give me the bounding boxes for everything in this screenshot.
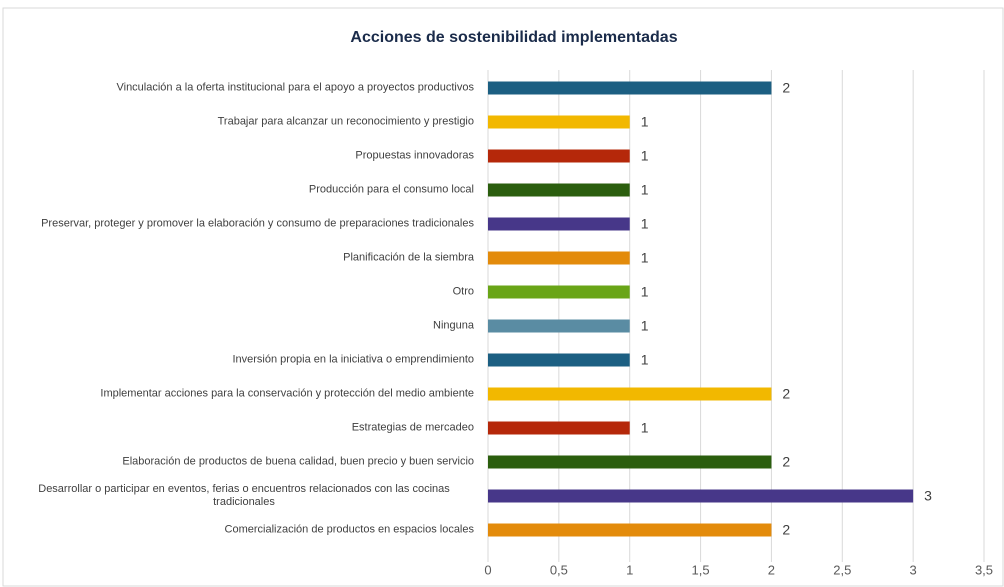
- x-tick-label: 3,5: [975, 562, 993, 577]
- data-label: 2: [782, 522, 790, 538]
- chart-title: Acciones de sostenibilidad implementadas: [350, 29, 677, 46]
- bar: [488, 149, 630, 163]
- bar: [488, 217, 630, 231]
- x-tick-label: 1: [626, 562, 633, 577]
- x-tick-label: 2,5: [833, 562, 851, 577]
- bar: [488, 285, 630, 299]
- data-label: 3: [924, 488, 932, 504]
- y-tick-label: Producción para el consumo local: [308, 183, 474, 196]
- data-label: 2: [782, 80, 790, 96]
- bar: [488, 489, 914, 503]
- y-tick-label: Otro: [452, 285, 474, 298]
- data-label: 1: [641, 352, 649, 368]
- bar: [488, 183, 630, 197]
- data-label: 1: [641, 182, 649, 198]
- y-tick-label: Propuestas innovadoras: [355, 149, 474, 162]
- bar: [488, 353, 630, 367]
- data-label: 1: [641, 216, 649, 232]
- bar: [488, 81, 772, 95]
- data-label: 1: [641, 318, 649, 334]
- y-tick-label: Planificación de la siembra: [343, 251, 474, 264]
- bar: [488, 455, 772, 469]
- y-tick-label: Desarrollar o participar en eventos, fer…: [38, 483, 450, 508]
- data-label: 1: [641, 420, 649, 436]
- bar: [488, 319, 630, 333]
- data-label: 2: [782, 454, 790, 470]
- bar: [488, 251, 630, 265]
- y-tick-label: Vinculación a la oferta institucional pa…: [116, 81, 474, 94]
- bar: [488, 523, 772, 537]
- y-tick-label: Elaboración de productos de buena calida…: [122, 455, 474, 468]
- x-tick-label: 0: [484, 562, 491, 577]
- x-tick-label: 1,5: [692, 562, 710, 577]
- bar: [488, 421, 630, 435]
- data-label: 1: [641, 284, 649, 300]
- bar: [488, 387, 772, 401]
- data-label: 2: [782, 386, 790, 402]
- y-tick-label: Inversión propia en la iniciativa o empr…: [232, 353, 474, 366]
- x-tick-label: 2: [768, 562, 775, 577]
- x-tick-label: 3: [910, 562, 917, 577]
- data-label: 1: [641, 250, 649, 266]
- x-tick-label: 0,5: [550, 562, 568, 577]
- y-tick-label: Preservar, proteger y promover la elabor…: [41, 217, 474, 230]
- data-label: 1: [641, 114, 649, 130]
- data-label: 1: [641, 148, 649, 164]
- y-tick-label: Ninguna: [433, 319, 474, 332]
- y-tick-label: Trabajar para alcanzar un reconocimiento…: [217, 115, 474, 128]
- bar: [488, 115, 630, 129]
- y-tick-label: Estrategias de mercadeo: [351, 421, 474, 434]
- y-tick-label: Implementar acciones para la conservació…: [100, 387, 474, 400]
- y-tick-label: Comercialización de productos en espacio…: [224, 523, 474, 536]
